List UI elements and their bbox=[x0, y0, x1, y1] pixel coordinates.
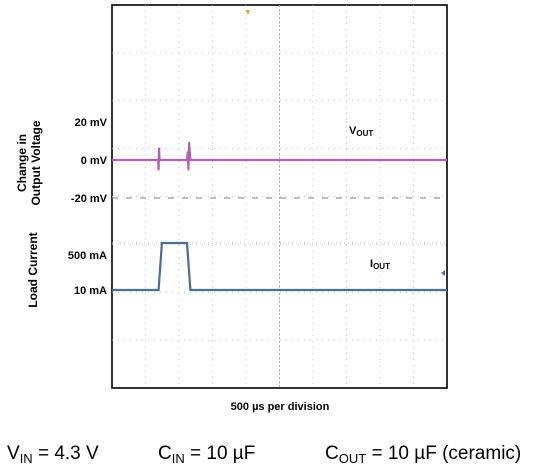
axis-title-current: Load Current bbox=[26, 232, 40, 307]
condition-cout: COUT = 10 µF (ceramic) bbox=[325, 443, 522, 466]
iout-series-label: IOUT bbox=[370, 258, 390, 271]
condition-vin: VIN = 4.3 V bbox=[7, 443, 99, 466]
current-tick-label-500mA: 500 mA bbox=[68, 250, 107, 262]
iout-channel-marker bbox=[441, 270, 445, 276]
voltage-tick-label-0mV: 0 mV bbox=[81, 155, 108, 167]
plot-frame bbox=[111, 4, 448, 389]
current-tick-label-10mA: 10 mA bbox=[74, 285, 107, 297]
vout-series-label: VOUT bbox=[349, 125, 373, 138]
traces bbox=[112, 141, 447, 292]
axis-title-voltage-line-1: Change in bbox=[15, 134, 29, 192]
iout-trace bbox=[112, 241, 447, 292]
vout-trace bbox=[112, 141, 447, 171]
x-axis-label: 500 µs per division bbox=[231, 401, 330, 413]
voltage-tick-label-neg20mV: -20 mV bbox=[71, 193, 108, 205]
trigger-marker bbox=[246, 10, 250, 15]
axis-title-voltage-line-2: Output Voltage bbox=[29, 120, 43, 205]
condition-cin: CIN = 10 µF bbox=[158, 443, 256, 466]
voltage-tick-label-20mV: 20 mV bbox=[75, 117, 108, 129]
